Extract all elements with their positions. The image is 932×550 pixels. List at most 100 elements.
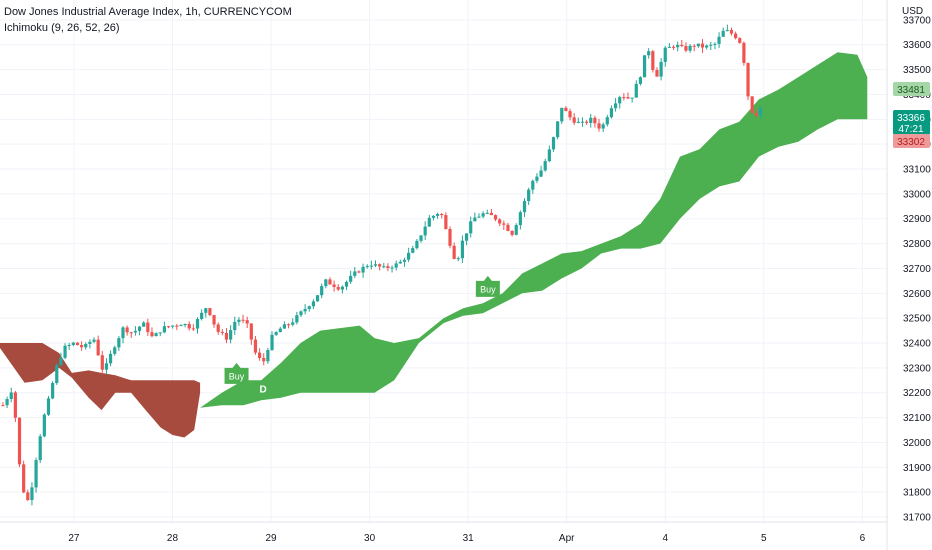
candle [71,341,75,347]
candle [742,41,746,66]
candle [522,198,527,218]
candle [647,48,651,59]
candle [117,335,121,352]
candle [361,263,365,278]
candle [59,352,63,367]
signal-label: Buy [229,371,245,381]
candle [257,348,262,361]
ichimoku-clouds [0,52,868,438]
chart-legend: Dow Jones Industrial Average Index, 1h, … [4,4,292,36]
candle [195,317,200,334]
candle [382,262,386,269]
candle [75,342,80,346]
candle [229,325,233,344]
candle [394,260,398,271]
price-tick-label: 32900 [903,214,931,225]
price-tick-label: 32000 [903,438,931,449]
candle [568,108,572,121]
price-tick-label: 32700 [903,264,931,275]
candle [158,332,162,337]
candle [278,326,282,333]
candle [208,307,212,317]
candle [580,117,585,127]
candle [642,55,647,78]
lower-price-value: 33302 [897,137,925,148]
candle [713,42,717,50]
candle [659,58,663,81]
candle [547,145,551,163]
signal-d[interactable]: D [260,384,267,395]
time-tick-label: 28 [167,533,179,544]
candle [241,314,245,324]
candle [671,45,676,50]
candle [179,324,183,327]
time-tick-label: 4 [662,533,668,544]
candle [129,331,133,338]
candle [299,310,303,318]
signal-buy[interactable]: Buy [475,275,500,297]
candle [183,323,187,328]
candle [162,321,166,334]
candle [249,323,253,345]
candle [415,238,419,250]
candle [655,67,659,77]
candle [378,263,382,271]
candle [137,325,142,336]
candle [527,187,531,206]
candle [274,331,278,336]
candle [26,489,30,502]
time-tick-label: 5 [761,533,767,544]
candle [605,114,609,127]
current-price-tag: 33366 47:21 [893,110,930,135]
price-tick-label: 31700 [903,513,931,524]
candle [721,27,725,37]
bearish-cloud [0,343,201,438]
candle [150,327,154,338]
price-tick-label: 33000 [903,189,931,200]
candle [42,413,46,438]
candle [46,395,51,416]
candle [38,433,42,464]
signal-marker [224,362,249,384]
candle [22,460,26,494]
candle [626,92,630,100]
candle [328,277,332,285]
countdown-timer: 47:21 [898,124,923,135]
candle [175,324,179,331]
candle [717,32,721,48]
candle [349,270,353,284]
signal-marker [475,275,500,297]
candle [204,307,208,318]
candle [146,318,150,336]
candle [315,295,320,302]
candle [514,223,518,236]
candle [725,24,729,32]
time-axis[interactable]: 27 28 29 30 31 Apr 4 5 6 [68,533,865,544]
upper-price-tag: 33481 [893,82,930,96]
candle [676,41,680,52]
price-tick-label: 32500 [903,314,931,325]
signal-buy[interactable]: Buy [224,362,249,384]
candle [431,215,436,221]
candle [427,214,431,227]
candle [601,122,605,132]
candle [531,179,535,194]
indicator-label[interactable]: Ichimoku (9, 26, 52, 26) [4,22,120,34]
candle [502,220,506,230]
candle [560,107,564,124]
time-tick-label: Apr [559,533,575,544]
candle [750,96,754,114]
candle [344,280,349,291]
candle [663,46,667,67]
candle [262,353,266,366]
candle [460,235,465,264]
time-tick-label: 30 [364,533,376,544]
candle [187,321,191,331]
candle [473,212,477,222]
upper-price-value: 33481 [897,85,925,96]
candle [609,105,614,119]
candle [419,235,423,243]
candle [448,226,452,249]
candle [589,114,593,128]
